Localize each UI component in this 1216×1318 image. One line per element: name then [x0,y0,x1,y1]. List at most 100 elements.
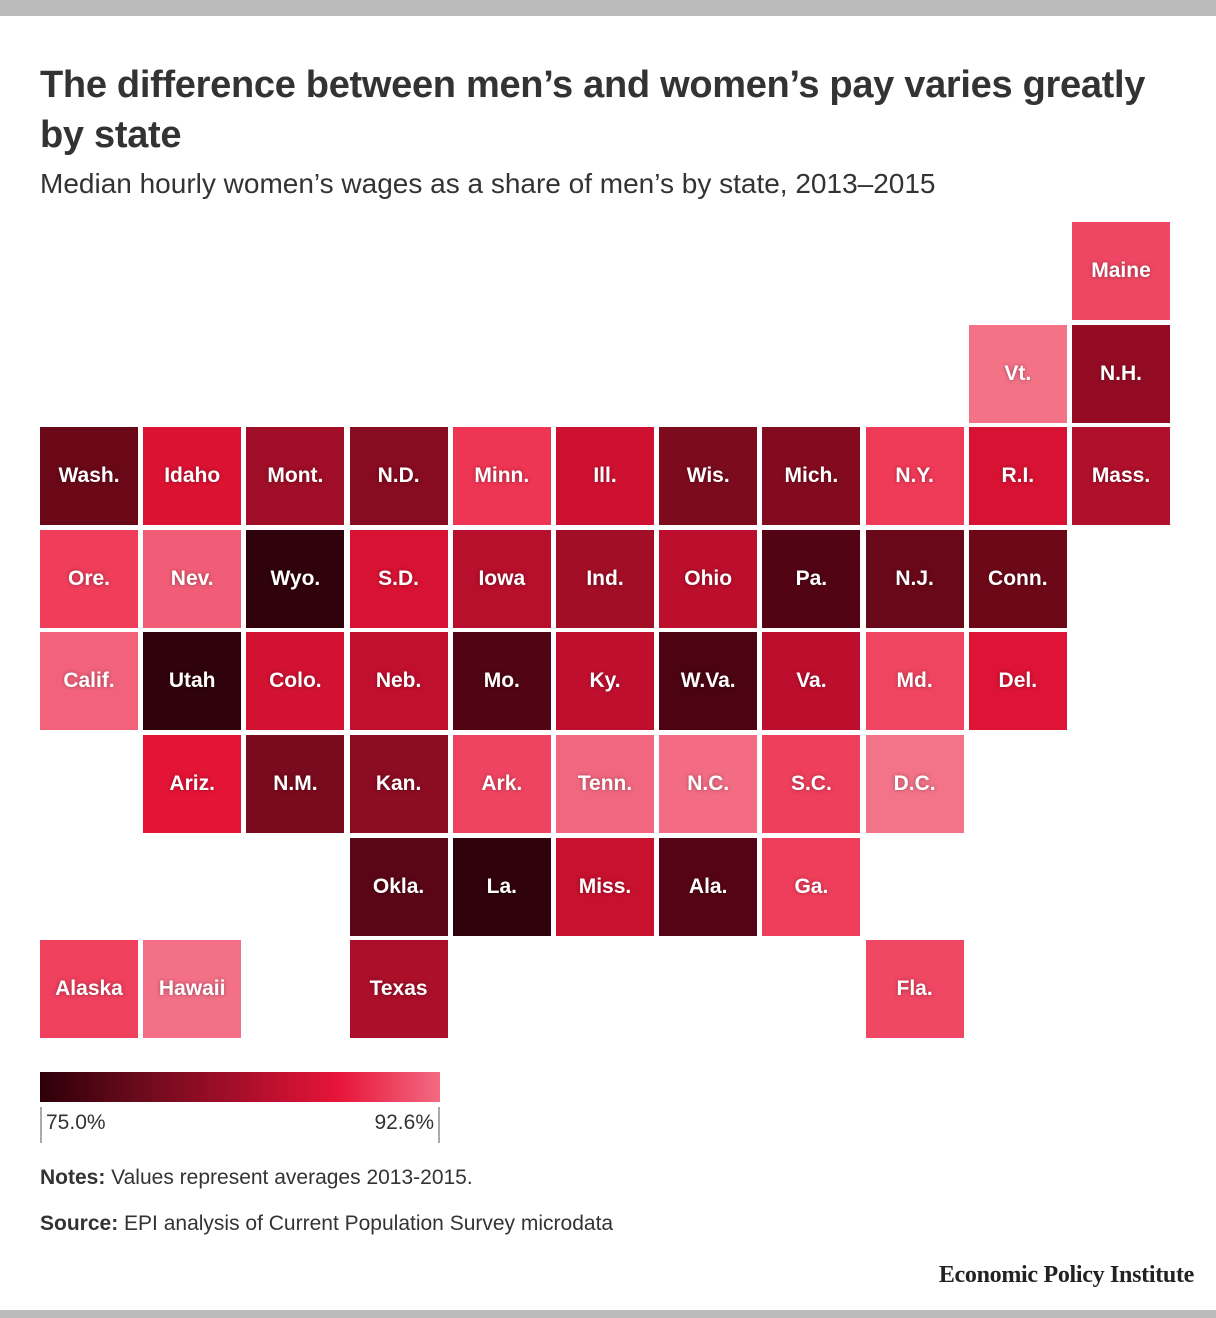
state-tile-label: Maine [1091,259,1151,282]
state-tile-kan: Kan. [349,735,448,833]
state-tile-ind: Ind. [556,529,654,628]
state-tile-label: Iowa [478,566,526,590]
legend-min-label: 75.0% [46,1111,106,1134]
state-tile-label: Ky. [589,669,621,693]
state-tile-map: Maine Vt. N.H. Wash. Idaho Mont. N.D. Minn. Ill.… [40,222,1170,1039]
state-tile-label: Kan. [375,772,422,795]
state-tile-label: N.J. [895,566,934,590]
state-tile-label: Utah [168,669,216,693]
notes-label: Notes: [40,1166,106,1189]
state-tile-label: N.Y. [895,464,934,488]
state-tile-neb: Neb. [349,632,448,731]
state-tile-label: Ore. [67,566,111,590]
state-tile-label: Neb. [375,669,422,693]
state-tile-label: Del. [998,669,1038,693]
state-tile-label: Minn. [474,464,530,488]
state-tile-minn: Minn. [452,427,551,526]
state-tile-w-va: W.Va. [659,632,758,731]
state-tile-r-i: R.I. [968,427,1067,526]
color-legend: 75.0% 92.6% [40,1072,440,1143]
state-tile-n-c: N.C. [659,735,758,833]
state-tile-pa: Pa. [762,529,861,628]
state-tile-label: Wis. [686,464,730,488]
top-border [0,0,1216,16]
state-tile-s-c: S.C. [762,735,861,833]
state-tile-del: Del. [968,632,1067,731]
bottom-border [0,1310,1216,1318]
state-tile-n-m: N.M. [246,735,345,833]
state-tile-label: Hawaii [158,977,226,1001]
state-tile-wyo: Wyo. [246,529,345,628]
state-tile-label: Ill. [593,464,617,488]
state-tile-okla: Okla. [349,837,448,936]
source: Source: EPI analysis of Current Populati… [40,1212,613,1236]
state-tile-label: Tenn. [577,772,633,795]
state-tile-label: Conn. [988,566,1048,590]
state-tile-idaho: Idaho [143,427,242,526]
state-tile-colo: Colo. [246,632,345,731]
state-tile-label: W.Va. [680,669,736,693]
state-tile-label: Okla. [372,874,425,898]
state-tile-label: Nev. [170,566,214,590]
state-tile-wash: Wash. [40,427,138,526]
state-tile-label: N.M. [273,772,318,795]
state-tile-label: D.C. [893,772,936,795]
state-tile-vt: Vt. [968,324,1067,423]
state-tile-label: N.H. [1100,361,1142,385]
state-tile-alaska: Alaska [40,940,138,1039]
state-tile-label: R.I. [1001,464,1035,488]
state-tile-label: S.C. [790,772,832,795]
state-tile-ill: Ill. [556,427,654,526]
state-tile-la: La. [452,837,551,936]
state-tile-label: Fla. [896,977,933,1001]
source-label: Source: [40,1212,119,1235]
state-tile-ohio: Ohio [659,529,758,628]
legend-axis: 75.0% 92.6% [40,1107,440,1143]
notes: Notes: Values represent averages 2013-20… [40,1166,473,1190]
state-tile-label: Wash. [58,464,120,488]
state-tile-va: Va. [762,632,861,731]
chart-title: The difference between men’s and women’s… [40,64,1146,156]
notes-text: Values represent averages 2013-2015. [105,1166,473,1189]
state-tile-d-c: D.C. [865,735,964,833]
state-tile-n-d: N.D. [349,427,448,526]
state-tile-label: Ark. [481,772,523,795]
state-tile-n-y: N.Y. [865,427,964,526]
state-tile-label: Md. [896,669,933,693]
state-tile-texas: Texas [349,940,448,1039]
source-text: EPI analysis of Current Population Surve… [118,1212,614,1235]
legend-gradient-bar [40,1072,440,1102]
state-tile-ky: Ky. [556,632,654,731]
state-tile-mich: Mich. [762,427,861,526]
state-tile-label: Mont. [267,464,324,488]
state-tile-label: S.D. [378,566,420,590]
state-tile-ala: Ala. [659,837,758,936]
state-tile-fla: Fla. [865,940,964,1039]
state-tile-label: Pa. [795,566,828,590]
state-tile-label: Ala. [688,874,728,898]
state-tile-mo: Mo. [452,632,551,731]
state-tile-label: Idaho [164,464,221,488]
state-tile-miss: Miss. [556,837,654,936]
state-tile-tenn: Tenn. [556,735,654,833]
state-tile-label: Mass. [1091,464,1151,488]
legend-max-label: 92.6% [374,1111,434,1134]
state-tile-label: Alaska [55,977,123,1001]
state-tile-wis: Wis. [659,427,758,526]
state-tile-md: Md. [865,632,964,731]
state-tile-label: Calif. [63,669,115,693]
state-tile-utah: Utah [143,632,242,731]
state-tile-label: Ind. [586,566,624,590]
state-tile-label: Colo. [269,669,322,693]
state-tile-iowa: Iowa [452,529,551,628]
state-tile-hawaii: Hawaii [143,940,242,1039]
state-tile-maine: Maine [1072,222,1170,320]
state-tile-label: Va. [796,669,827,693]
brand-logo: Economic Policy Institute [938,1262,1194,1288]
state-tile-nev: Nev. [143,529,242,628]
state-tile-label: La. [486,874,517,898]
state-tile-label: Miss. [578,874,632,898]
state-tile-label: Texas [369,977,428,1001]
state-tile-mass: Mass. [1072,427,1170,526]
state-tile-label: Vt. [1004,361,1032,385]
